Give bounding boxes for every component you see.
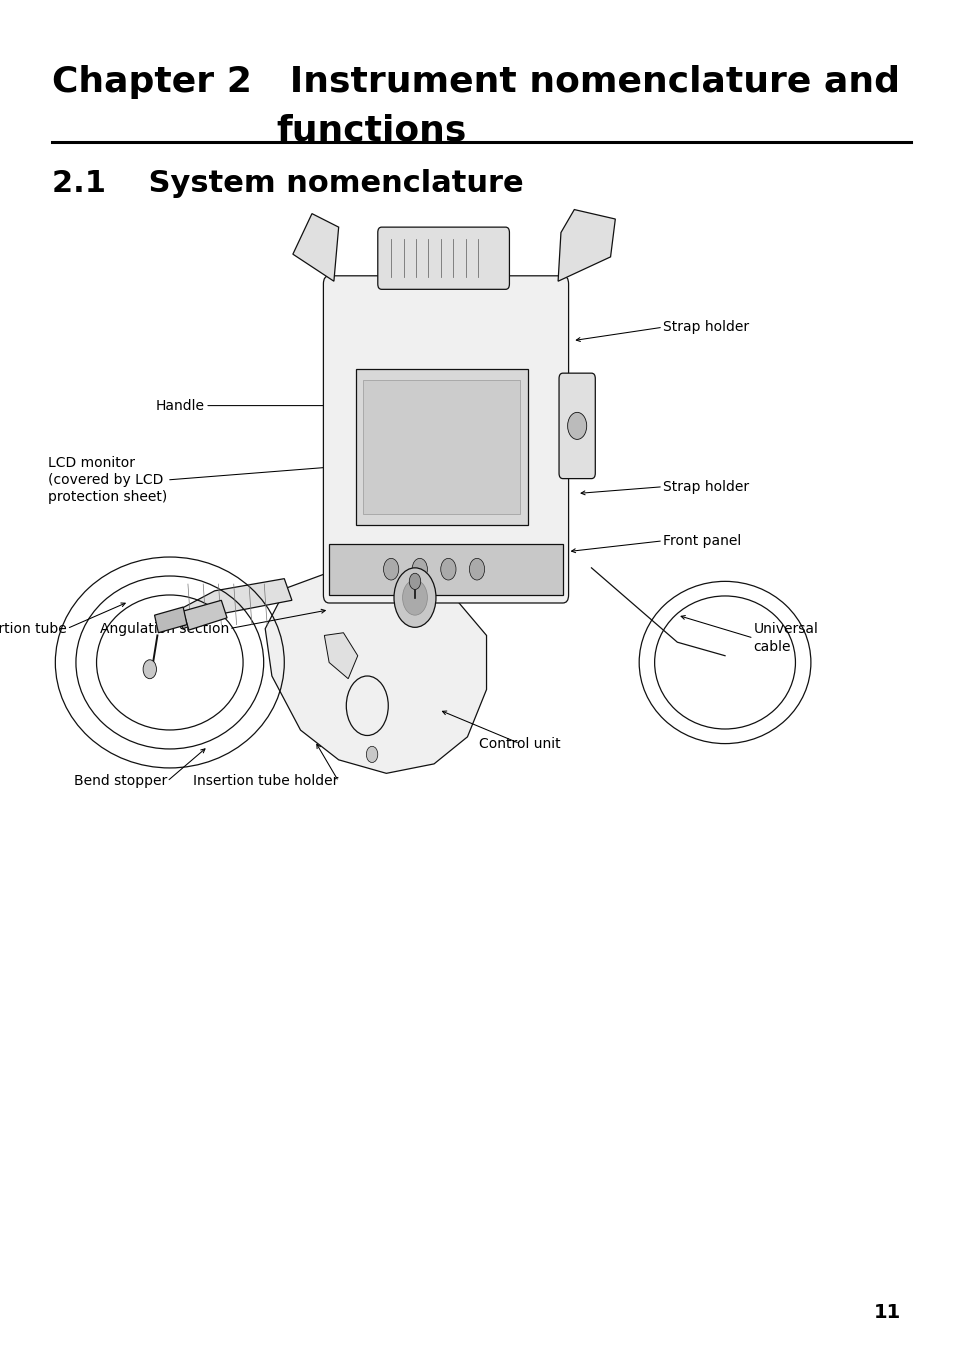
Circle shape	[567, 412, 586, 439]
Text: Control unit: Control unit	[478, 737, 560, 750]
Text: Front panel: Front panel	[662, 534, 740, 548]
Circle shape	[394, 568, 436, 627]
Text: 2.1    System nomenclature: 2.1 System nomenclature	[52, 169, 523, 197]
FancyBboxPatch shape	[377, 227, 509, 289]
Text: Handle: Handle	[156, 399, 205, 412]
Circle shape	[409, 573, 420, 589]
Text: Insertion tube: Insertion tube	[0, 622, 67, 635]
Text: Strap holder: Strap holder	[662, 320, 748, 334]
Text: Insertion tube holder: Insertion tube holder	[193, 775, 338, 788]
Bar	[329, 544, 562, 595]
Circle shape	[143, 660, 156, 679]
Text: LCD monitor
(covered by LCD
protection sheet): LCD monitor (covered by LCD protection s…	[48, 456, 167, 504]
Polygon shape	[293, 214, 338, 281]
Polygon shape	[265, 571, 486, 773]
Polygon shape	[154, 607, 187, 633]
Polygon shape	[324, 633, 357, 679]
Polygon shape	[558, 210, 615, 281]
Circle shape	[383, 558, 398, 580]
Text: Universal
cable: Universal cable	[753, 622, 818, 654]
Text: Angulation section: Angulation section	[100, 622, 229, 635]
Polygon shape	[183, 600, 227, 630]
Circle shape	[469, 558, 484, 580]
Text: Bend stopper: Bend stopper	[73, 775, 167, 788]
Circle shape	[412, 558, 427, 580]
Text: Main unit: Main unit	[373, 280, 437, 293]
Polygon shape	[176, 579, 292, 629]
Bar	[355, 369, 527, 525]
Text: Strap holder: Strap holder	[662, 480, 748, 493]
Circle shape	[402, 580, 427, 615]
Circle shape	[440, 558, 456, 580]
Bar	[363, 380, 519, 514]
Text: Chapter 2   Instrument nomenclature and: Chapter 2 Instrument nomenclature and	[52, 65, 900, 99]
Circle shape	[366, 746, 377, 763]
Text: 11: 11	[873, 1303, 901, 1322]
Text: functions: functions	[276, 114, 467, 147]
FancyBboxPatch shape	[558, 373, 595, 479]
FancyBboxPatch shape	[323, 276, 568, 603]
